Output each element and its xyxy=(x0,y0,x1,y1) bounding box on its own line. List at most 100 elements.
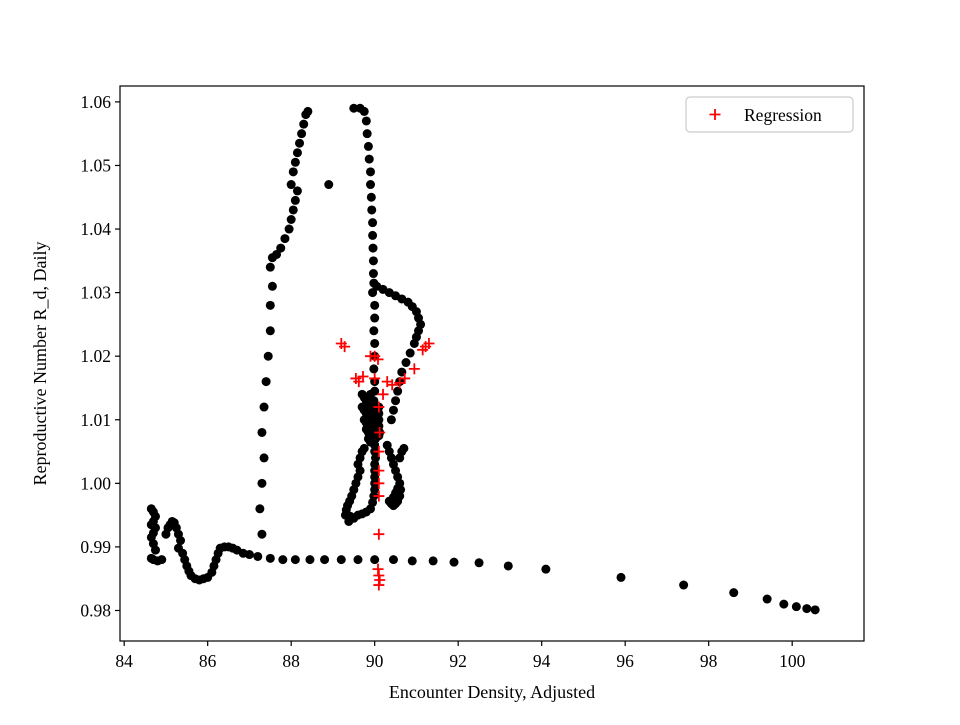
data-point xyxy=(370,313,380,323)
data-point xyxy=(368,396,378,406)
data-point xyxy=(401,358,411,368)
data-point xyxy=(265,553,275,563)
data-point xyxy=(369,364,379,374)
legend-box xyxy=(685,96,854,133)
x-tick-label: 90 xyxy=(366,651,384,671)
data-point xyxy=(305,555,315,565)
data-point xyxy=(388,555,398,565)
x-tick-label: 96 xyxy=(616,651,634,671)
data-point xyxy=(386,415,396,425)
data-point xyxy=(810,605,820,615)
data-point xyxy=(157,555,167,565)
data-point xyxy=(303,106,313,116)
data-point xyxy=(359,106,369,116)
data-point xyxy=(368,269,378,279)
x-tick-label: 88 xyxy=(282,651,300,671)
regression-marker xyxy=(373,446,385,458)
data-point xyxy=(257,529,267,539)
y-tick-label: 1.04 xyxy=(80,219,111,239)
regression-marker xyxy=(373,401,385,413)
data-point xyxy=(541,564,551,574)
regression-marker xyxy=(386,379,398,391)
x-tick-label: 98 xyxy=(700,651,718,671)
data-point xyxy=(255,504,265,514)
plot-frame xyxy=(119,85,865,642)
regression-marker xyxy=(399,372,411,384)
data-point xyxy=(368,243,378,253)
regression-marker xyxy=(408,363,420,375)
data-point xyxy=(399,443,409,453)
data-point xyxy=(762,594,772,604)
data-point xyxy=(288,205,298,215)
data-point xyxy=(729,588,739,598)
data-point xyxy=(295,138,305,148)
data-point xyxy=(374,415,384,425)
regression-marker xyxy=(374,426,386,438)
x-tick-label: 100 xyxy=(779,651,806,671)
data-point xyxy=(259,453,269,463)
y-tick-label: 1.03 xyxy=(80,283,111,303)
data-point xyxy=(370,338,380,348)
series-Regression xyxy=(335,337,435,591)
data-point xyxy=(286,180,296,190)
legend: Regression xyxy=(685,96,854,133)
data-point xyxy=(261,377,271,387)
data-point xyxy=(244,550,254,560)
data-point xyxy=(616,572,626,582)
data-point xyxy=(292,148,302,158)
data-point xyxy=(361,507,371,517)
data-point xyxy=(370,472,380,482)
data-point xyxy=(368,218,378,228)
regression-marker xyxy=(373,528,385,540)
data-point xyxy=(393,483,403,493)
data-point xyxy=(370,300,380,310)
data-point xyxy=(791,602,801,612)
data-point xyxy=(393,386,403,396)
regression-marker xyxy=(377,388,389,400)
data-point xyxy=(370,555,380,565)
data-point xyxy=(428,556,438,566)
x-tick-label: 84 xyxy=(115,651,133,671)
data-point xyxy=(370,459,380,469)
data-point xyxy=(391,396,401,406)
data-point xyxy=(290,195,300,205)
y-axis-label: Reproductive Number R_d, Daily xyxy=(30,242,50,486)
data-point xyxy=(363,141,373,151)
data-point xyxy=(257,427,267,437)
data-point xyxy=(278,555,288,565)
data-point xyxy=(369,326,379,336)
data-point xyxy=(364,154,374,164)
legend-label: Regression xyxy=(744,105,822,125)
data-point xyxy=(779,599,789,609)
data-point xyxy=(263,351,273,361)
y-tick-label: 1.00 xyxy=(80,473,111,493)
data-point xyxy=(150,545,160,555)
data-point xyxy=(368,288,378,298)
data-point xyxy=(344,516,354,526)
data-point xyxy=(276,243,286,253)
data-point xyxy=(324,180,334,190)
regression-marker xyxy=(373,477,385,489)
data-point xyxy=(374,408,384,418)
regression-marker xyxy=(373,490,385,502)
regression-marker xyxy=(373,579,385,591)
data-point xyxy=(449,557,459,567)
y-tick-label: 1.06 xyxy=(80,92,111,112)
data-point xyxy=(409,338,419,348)
data-point xyxy=(286,215,296,225)
data-point xyxy=(267,281,277,291)
y-tick-label: 0.99 xyxy=(80,537,111,557)
data-point xyxy=(366,180,376,190)
data-point xyxy=(320,555,330,565)
regression-marker xyxy=(423,337,435,349)
regression-marker xyxy=(373,465,385,477)
data-point xyxy=(353,555,363,565)
regression-marker xyxy=(369,372,381,384)
data-point xyxy=(368,256,378,266)
regression-marker xyxy=(339,341,351,353)
data-point xyxy=(367,205,377,215)
data-point xyxy=(265,300,275,310)
data-point xyxy=(405,348,415,358)
